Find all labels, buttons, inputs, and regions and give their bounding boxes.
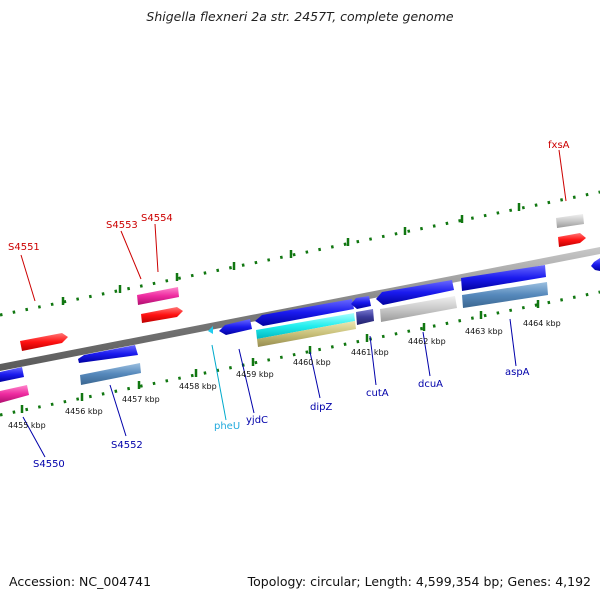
gene-label-s4550[interactable]: S4550 <box>33 459 65 470</box>
feature-aspa[interactable] <box>461 265 546 291</box>
kbp-labels: 4455 kbp 4456 kbp 4457 kbp 4458 kbp 4459… <box>8 319 561 430</box>
kbp-label: 4455 kbp <box>8 421 46 430</box>
feature-fxsa-grey[interactable] <box>556 214 584 228</box>
gene-label-fxsa[interactable]: fxsA <box>548 140 570 151</box>
gene-labels-bottom: S4550 S4552 pheU yjdC dipZ cutA dcuA asp… <box>33 367 530 470</box>
feature-s4550-blue[interactable] <box>0 367 24 382</box>
kbp-label: 4457 kbp <box>122 395 160 404</box>
gene-label-aspa[interactable]: aspA <box>505 367 530 378</box>
kbp-label: 4464 kbp <box>523 319 561 328</box>
feature-s4552-steel[interactable] <box>80 363 141 385</box>
feature-yjdc[interactable] <box>219 319 252 335</box>
kbp-label: 4460 kbp <box>293 358 331 367</box>
genome-summary-text: Topology: circular; Length: 4,599,354 bp… <box>247 574 591 589</box>
accession-text: Accession: NC_004741 <box>9 574 152 589</box>
feature-cuta-navy[interactable] <box>356 309 374 325</box>
gene-label-s4552[interactable]: S4552 <box>111 440 143 451</box>
gene-label-dipz[interactable]: dipZ <box>310 402 332 413</box>
gene-labels-top: S4551 S4553 S4554 fxsA <box>8 140 570 253</box>
feature-cuta[interactable] <box>351 296 371 309</box>
gene-label-s4551[interactable]: S4551 <box>8 242 40 253</box>
feature-s4554[interactable] <box>141 307 183 323</box>
kbp-label: 4458 kbp <box>179 382 217 391</box>
gene-label-s4553[interactable]: S4553 <box>106 220 138 231</box>
page-title: Shigella flexneri 2a str. 2457T, complet… <box>146 9 454 24</box>
feature-dcua[interactable] <box>376 280 454 305</box>
feature-fxsa[interactable] <box>558 233 586 247</box>
feature-dipz-khaki[interactable] <box>257 321 356 347</box>
feature-s4552[interactable] <box>78 345 138 363</box>
gene-label-s4554[interactable]: S4554 <box>141 213 173 224</box>
feature-s4553[interactable] <box>137 287 179 305</box>
gene-label-yjdc[interactable]: yjdC <box>246 415 268 426</box>
kbp-label: 4459 kbp <box>236 370 274 379</box>
kbp-label: 4462 kbp <box>408 337 446 346</box>
feature-s4551[interactable] <box>20 333 68 351</box>
feature-s4550[interactable] <box>0 385 29 403</box>
gene-label-dcua[interactable]: dcuA <box>418 379 443 390</box>
gene-label-cuta[interactable]: cutA <box>366 388 389 399</box>
gene-label-pheu[interactable]: pheU <box>214 421 240 432</box>
leader-lines <box>20 149 567 458</box>
kbp-label: 4461 kbp <box>351 348 389 357</box>
feature-dipz[interactable] <box>255 299 354 326</box>
feature-edge-blue[interactable] <box>591 258 600 271</box>
feature-dcua-grey[interactable] <box>380 296 457 322</box>
feature-dipz-cyan[interactable] <box>256 313 355 339</box>
feature-pheu[interactable] <box>208 326 213 334</box>
upper-major-ticks <box>61 203 521 305</box>
kbp-label: 4463 kbp <box>465 327 503 336</box>
feature-aspa-steel[interactable] <box>462 282 548 308</box>
kbp-label: 4456 kbp <box>65 407 103 416</box>
